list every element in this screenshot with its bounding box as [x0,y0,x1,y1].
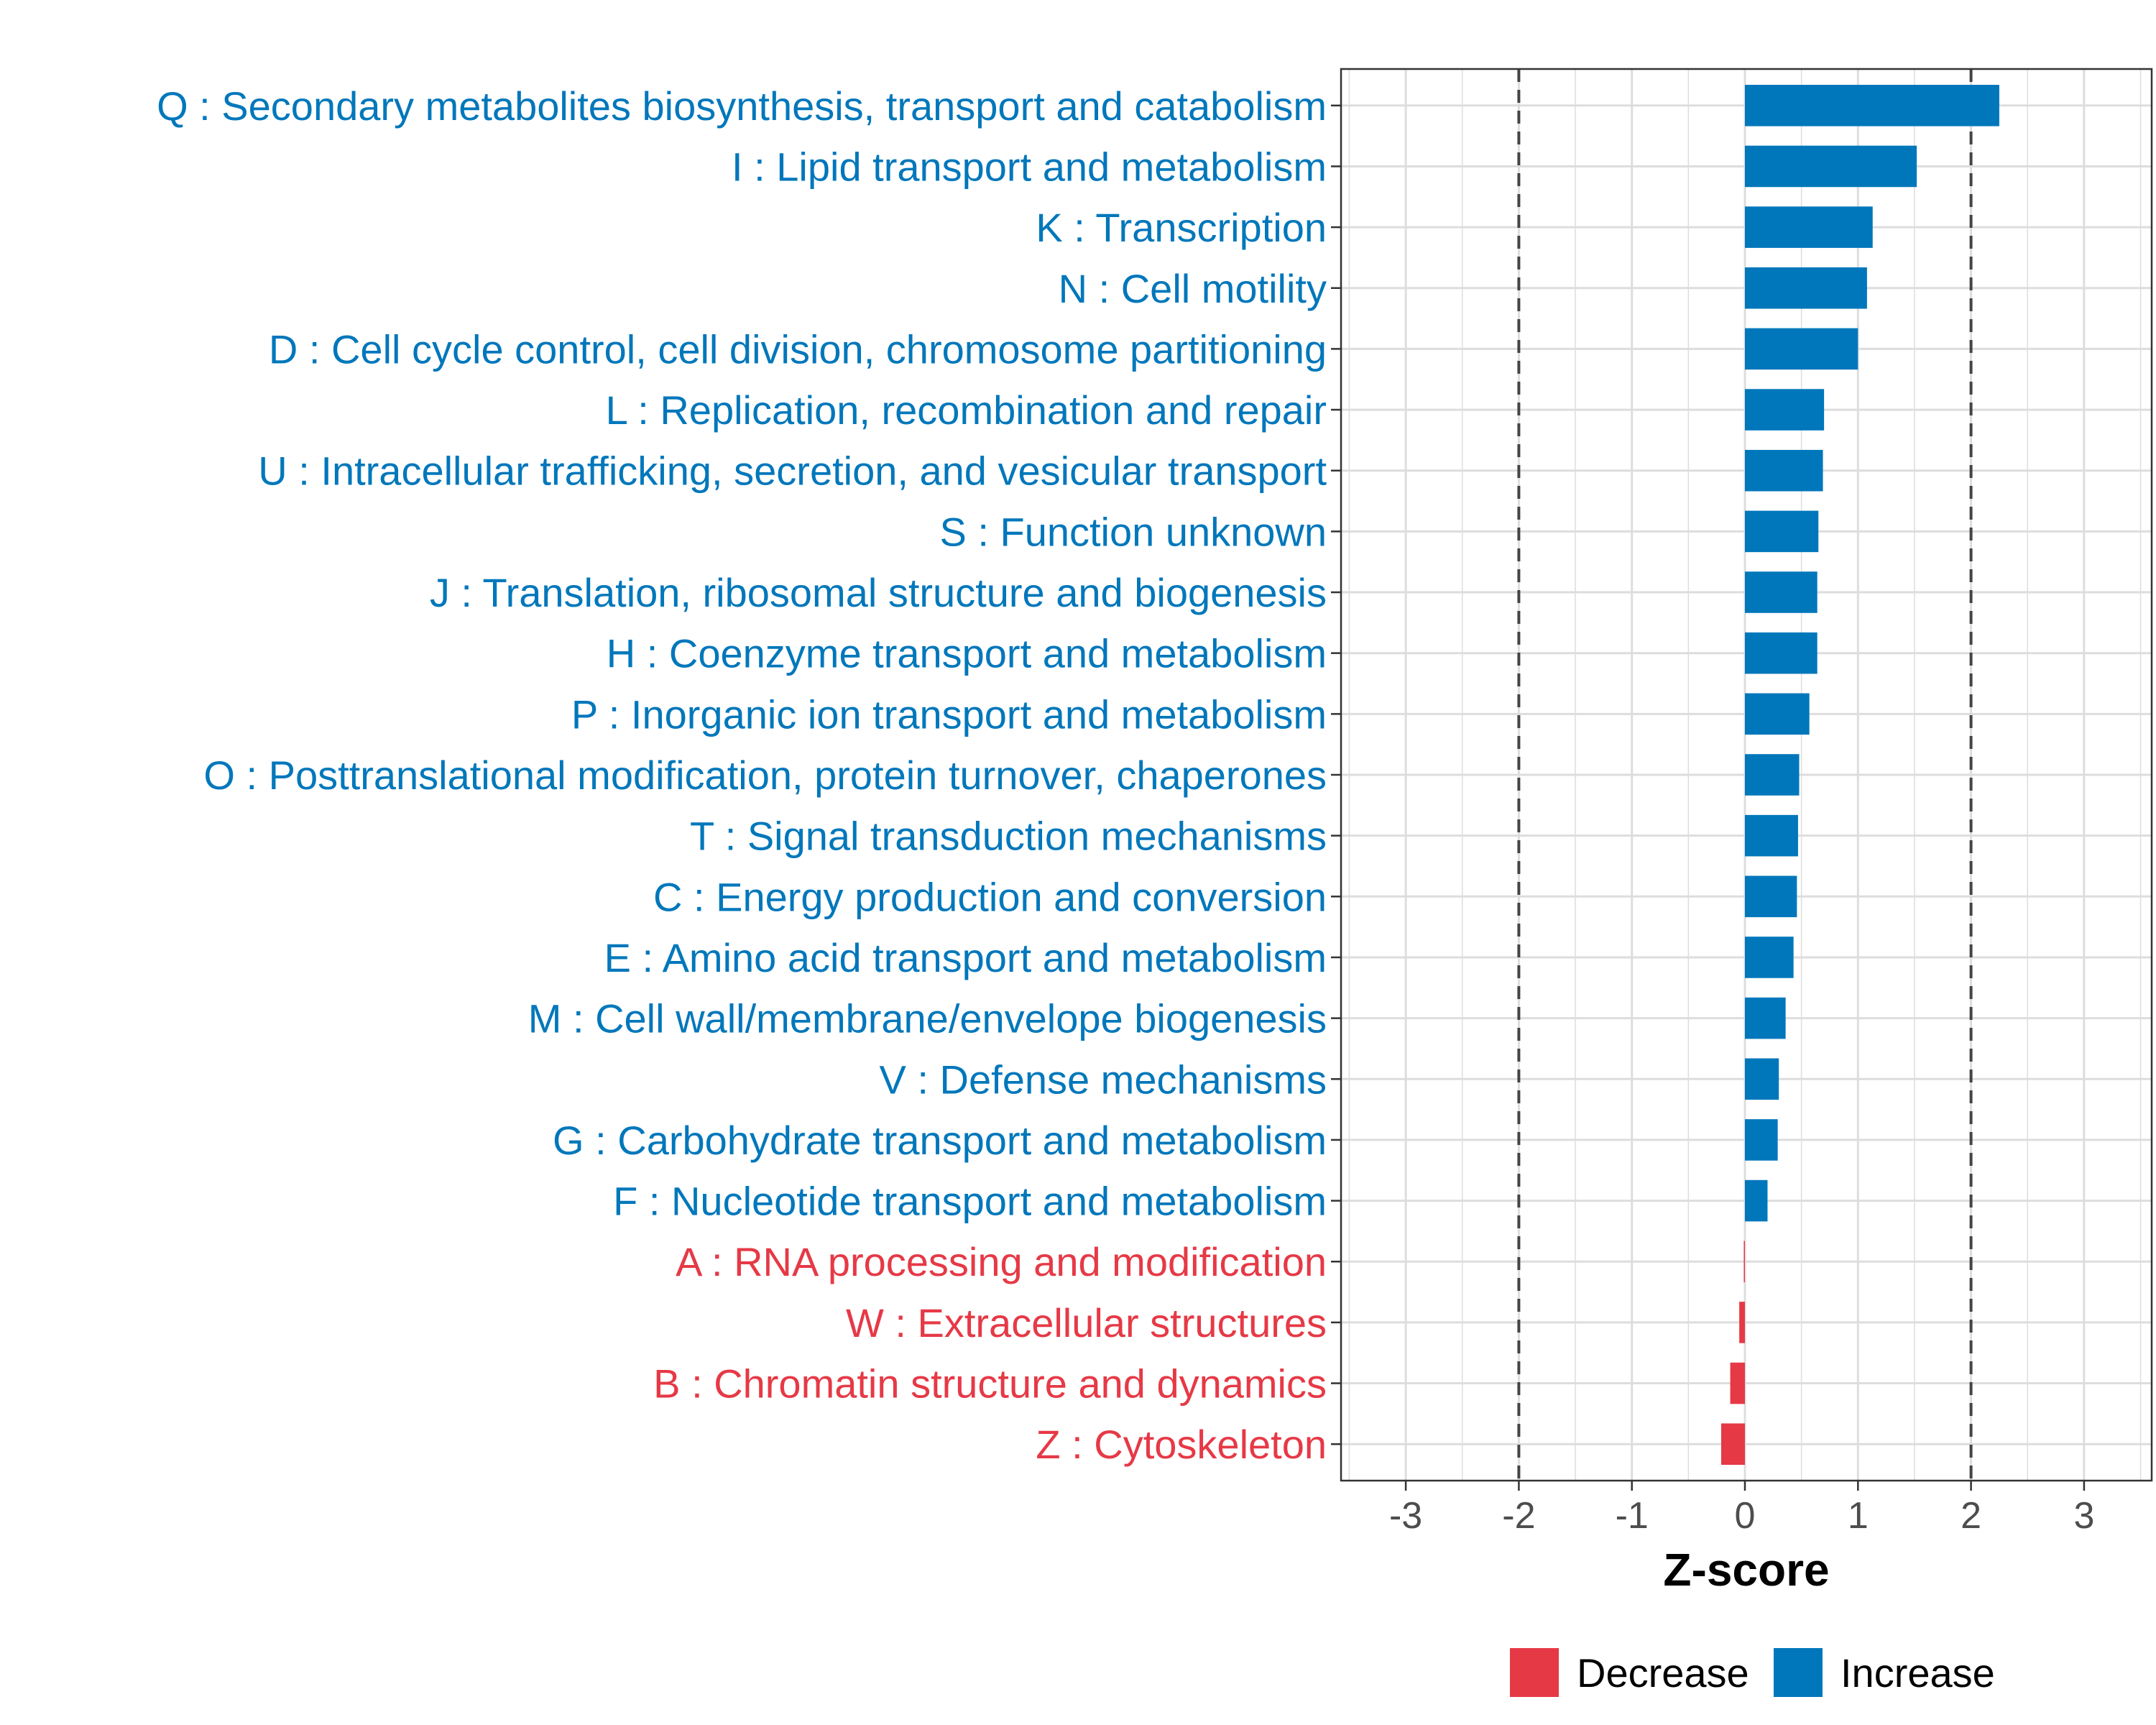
bar [1745,145,1917,188]
category-label: K : Transcription [1036,205,1327,250]
bar [1745,997,1786,1039]
bar [1745,632,1818,674]
category-label: H : Coenzyme transport and metabolism [607,631,1327,676]
bar [1745,754,1800,796]
category-label: P : Inorganic ion transport and metaboli… [571,691,1327,737]
x-tick-label: -1 [1616,1495,1649,1537]
bar [1745,571,1818,613]
bar [1745,1058,1779,1100]
legend-swatch [1774,1648,1823,1697]
bar [1745,693,1810,735]
legend-label: Increase [1841,1650,1995,1696]
category-label: E : Amino acid transport and metabolism [604,935,1327,980]
y-ticks [1331,104,1341,1445]
legend: Decrease Increase [1510,1648,1995,1697]
reference-lines [1517,69,1973,1481]
x-tick-label: -3 [1389,1495,1422,1537]
category-label: I : Lipid transport and metabolism [732,144,1327,189]
x-axis-tick-labels: -3 -2 -1 0 1 2 3 [1389,1495,2094,1537]
bar [1720,1423,1745,1465]
bars [1720,85,1999,1465]
bar [1739,1302,1745,1343]
category-label: B : Chromatin structure and dynamics [653,1361,1327,1407]
x-ticks [1404,1481,2086,1491]
bar [1730,1362,1745,1404]
category-label: T : Signal transduction mechanisms [690,814,1327,859]
x-axis-title: Z-score [1663,1544,1829,1596]
y-axis-labels: Q : Secondary metabolites biosynthesis, … [157,83,1327,1467]
bar [1745,85,1999,126]
category-label: M : Cell wall/membrane/envelope biogenes… [528,996,1327,1041]
category-label: Q : Secondary metabolites biosynthesis, … [157,83,1327,129]
category-label: G : Carbohydrate transport and metabolis… [553,1118,1327,1163]
category-label: L : Replication, recombination and repai… [606,387,1327,433]
legend-label: Decrease [1577,1650,1749,1696]
category-label: A : RNA processing and modification [676,1239,1327,1284]
category-label: U : Intracellular trafficking, secretion… [258,448,1327,494]
bar [1745,449,1823,492]
bar [1743,1241,1745,1283]
category-label: O : Posttranslational modification, prot… [203,753,1327,798]
x-tick-label: 0 [1735,1495,1756,1537]
category-label: N : Cell motility [1059,266,1327,311]
bar [1745,510,1819,553]
legend-item-increase: Increase [1774,1648,1995,1697]
category-label: S : Function unknown [939,509,1327,554]
x-tick-label: 2 [1961,1495,1981,1537]
bar [1745,267,1867,309]
legend-swatch [1510,1648,1559,1697]
category-label: D : Cell cycle control, cell division, c… [269,326,1327,372]
bar [1745,328,1858,370]
x-tick-label: 1 [1848,1495,1869,1537]
x-tick-label: 3 [2073,1495,2094,1537]
category-label: V : Defense mechanisms [880,1057,1327,1102]
bar [1745,1119,1778,1161]
bar [1745,937,1794,978]
bar [1745,814,1798,857]
bar [1745,875,1797,918]
bar [1745,1179,1768,1222]
bar [1745,206,1873,248]
category-label: Z : Cytoskeleton [1036,1422,1327,1467]
category-label: W : Extracellular structures [846,1300,1327,1346]
category-label: J : Translation, ribosomal structure and… [430,570,1327,615]
legend-item-decrease: Decrease [1510,1648,1749,1697]
category-label: C : Energy production and conversion [653,874,1327,919]
bar [1745,389,1825,431]
x-tick-label: -2 [1502,1495,1535,1537]
category-label: F : Nucleotide transport and metabolism [613,1179,1327,1224]
